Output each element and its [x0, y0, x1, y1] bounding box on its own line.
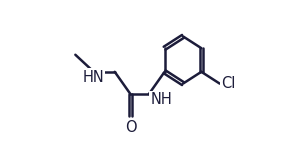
Text: NH: NH: [150, 92, 172, 107]
Text: HN: HN: [82, 70, 104, 85]
Text: Cl: Cl: [221, 76, 235, 91]
Text: O: O: [125, 120, 136, 135]
